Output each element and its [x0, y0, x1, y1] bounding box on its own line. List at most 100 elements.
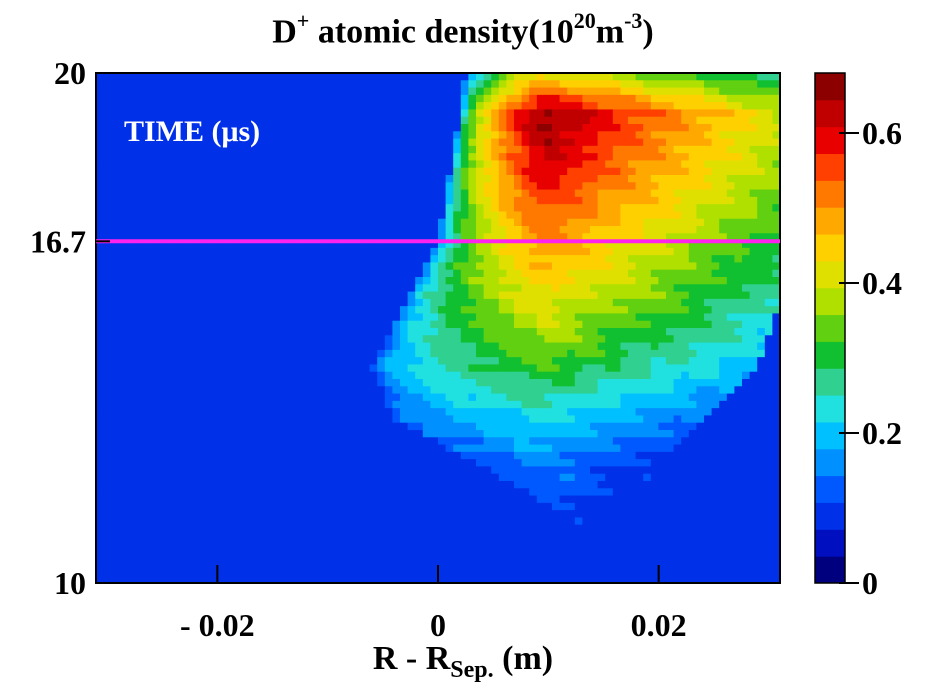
heatmap-cell [704, 430, 713, 438]
heatmap-cell [392, 196, 401, 205]
heatmap-cell [278, 408, 287, 417]
heatmap-cell [605, 211, 614, 220]
heatmap-cell [286, 342, 295, 351]
heatmap-cell [506, 313, 515, 322]
heatmap-cell [308, 233, 317, 242]
heatmap-cell [468, 400, 477, 409]
heatmap-cell [719, 269, 728, 278]
heatmap-cell [141, 255, 150, 264]
heatmap-cell [164, 306, 173, 315]
heatmap-cell [255, 437, 264, 446]
heatmap-cell [293, 349, 302, 358]
heatmap-cell [172, 415, 181, 424]
heatmap-cell [194, 131, 203, 140]
heatmap-cell [430, 211, 439, 220]
heatmap-cell [255, 386, 264, 395]
heatmap-cell [369, 218, 378, 227]
heatmap-cell [498, 196, 507, 205]
heatmap-cell [521, 233, 530, 242]
heatmap-cell [286, 320, 295, 329]
heatmap-cell [126, 328, 135, 336]
heatmap-cell [240, 145, 249, 154]
heatmap-cell [270, 153, 279, 162]
heatmap-cell [149, 109, 158, 118]
heatmap-cell [628, 466, 637, 475]
heatmap-cell [460, 364, 469, 373]
heatmap-cell [536, 233, 545, 242]
heatmap-cell [172, 349, 181, 358]
heatmap-cell [164, 277, 173, 285]
heatmap-cell [552, 298, 561, 307]
heatmap-cell [704, 145, 713, 154]
heatmap-cell [711, 80, 720, 89]
heatmap-cell [552, 262, 561, 271]
heatmap-cell [612, 393, 621, 402]
heatmap-cell [552, 386, 561, 395]
heatmap-cell [103, 87, 112, 96]
heatmap-cell [422, 226, 431, 234]
heatmap-cell [476, 408, 485, 417]
heatmap-cell [118, 437, 127, 446]
heatmap-cell [658, 422, 667, 431]
heatmap-cell [498, 320, 507, 329]
heatmap-cell [369, 240, 378, 249]
heatmap-cell [552, 459, 561, 468]
heatmap-cell [552, 422, 561, 431]
heatmap-cell [354, 153, 363, 162]
heatmap-cell [179, 182, 188, 191]
heatmap-cell [134, 233, 143, 242]
heatmap-cell [468, 94, 477, 103]
heatmap-cell [263, 226, 272, 234]
heatmap-cell [194, 94, 203, 103]
heatmap-cell [438, 444, 447, 453]
heatmap-cell [597, 73, 606, 81]
heatmap-cell [498, 451, 507, 460]
heatmap-cell [620, 422, 629, 431]
heatmap-cell [506, 167, 515, 176]
heatmap-cell [270, 204, 279, 213]
heatmap-cell [415, 422, 424, 431]
heatmap-cell [704, 167, 713, 176]
heatmap-cell [126, 262, 135, 271]
heatmap-cell [704, 422, 713, 431]
heatmap-cell [529, 444, 538, 453]
heatmap-cell [574, 320, 583, 329]
heatmap-cell [240, 386, 249, 395]
heatmap-cell [179, 160, 188, 169]
heatmap-cell [483, 189, 492, 198]
heatmap-cell [422, 313, 431, 322]
heatmap-cell [658, 466, 667, 475]
heatmap-cell [536, 87, 545, 96]
heatmap-cell [529, 466, 538, 475]
heatmap-cell [141, 320, 150, 329]
heatmap-cell [772, 422, 781, 431]
heatmap-cell [521, 102, 530, 111]
heatmap-cell [453, 386, 462, 395]
heatmap-cell [331, 269, 340, 278]
heatmap-cell [415, 328, 424, 336]
heatmap-cell [369, 233, 378, 242]
heatmap-cell [658, 167, 667, 176]
heatmap-cell [149, 313, 158, 322]
heatmap-cell [536, 320, 545, 329]
heatmap-cell [438, 240, 447, 249]
heatmap-cell [422, 131, 431, 140]
heatmap-cell [179, 109, 188, 118]
heatmap-cell [711, 189, 720, 198]
heatmap-cell [498, 357, 507, 366]
heatmap-cell [377, 328, 386, 336]
heatmap-cell [590, 277, 599, 285]
heatmap-cell [400, 87, 409, 96]
heatmap-cell [666, 240, 675, 249]
heatmap-cell [103, 320, 112, 329]
heatmap-cell [643, 109, 652, 118]
heatmap-cell [301, 306, 310, 315]
heatmap-cell [734, 277, 743, 285]
heatmap-cell [597, 291, 606, 300]
heatmap-cell [681, 138, 690, 147]
heatmap-cell [764, 247, 773, 256]
heatmap-cell [643, 298, 652, 307]
heatmap-cell [164, 262, 173, 271]
heatmap-cell [103, 459, 112, 468]
heatmap-cell [696, 430, 705, 438]
